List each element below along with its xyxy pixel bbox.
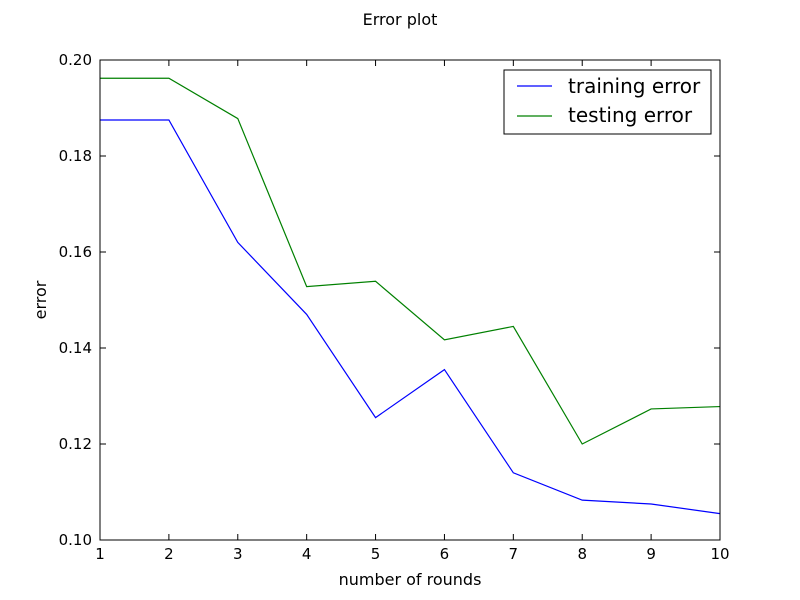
series-line-testing-error [100,77,721,445]
chart-title: Error plot [363,10,438,29]
x-tick-label: 10 [710,545,729,563]
x-tick-label: 1 [95,545,105,563]
plot-frame [99,59,721,541]
legend: training error testing error [503,69,712,135]
legend-label-training-error: training error [568,74,701,98]
x-tick-label: 9 [646,545,656,563]
x-tick-label: 6 [440,545,450,563]
x-tick-label: 8 [577,545,587,563]
x-tick-label: 5 [371,545,381,563]
legend-label-testing-error: testing error [568,103,693,127]
y-tick-label: 0.10 [59,531,92,549]
x-axis-title: number of rounds [339,570,482,589]
series-layer [100,77,721,515]
series-line-training-error [100,119,721,515]
x-tick-label: 3 [233,545,243,563]
legend-box [503,69,712,135]
y-tick-label: 0.20 [59,51,92,69]
y-axis-title: error [31,280,50,319]
y-tick-label: 0.12 [59,435,92,453]
x-tick-label: 7 [509,545,519,563]
x-tick-label: 2 [164,545,174,563]
y-tick-label: 0.18 [59,147,92,165]
y-tick-label: 0.16 [59,243,92,261]
y-tick-label: 0.14 [59,339,92,357]
x-tick-label: 4 [302,545,312,563]
ticks-layer: 1 2 3 4 5 6 7 8 9 10 0.10 0.12 0.14 0.16 0.18 0.20 [59,51,730,563]
